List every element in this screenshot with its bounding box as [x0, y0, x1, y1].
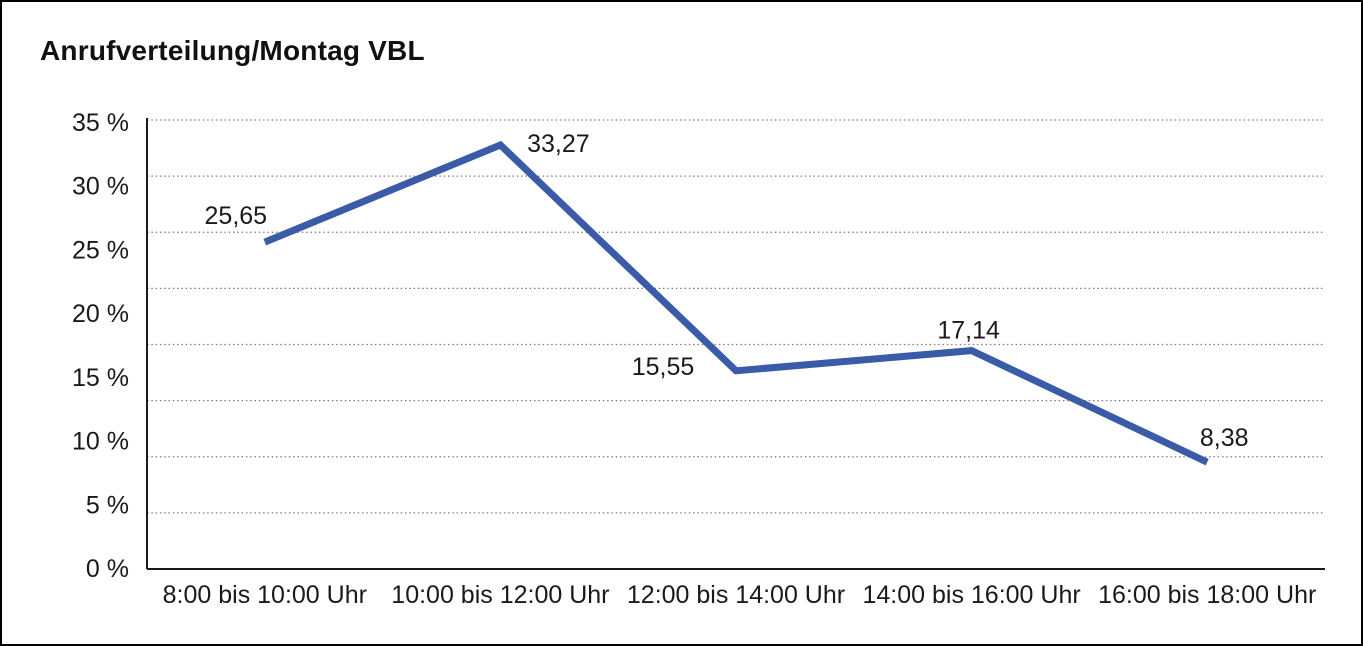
y-tick-label: 20 %: [72, 300, 129, 328]
x-tick-label: 12:00 bis 14:00 Uhr: [627, 581, 845, 609]
data-label: 17,14: [937, 317, 1000, 345]
data-label: 25,65: [205, 202, 268, 230]
y-tick-label: 25 %: [72, 236, 129, 264]
y-tick-label: 15 %: [72, 364, 129, 392]
y-tick-label: 5 %: [86, 491, 129, 519]
data-label: 8,38: [1200, 424, 1249, 452]
y-tick-label: 0 %: [86, 555, 129, 583]
x-tick-label: 16:00 bis 18:00 Uhr: [1098, 581, 1316, 609]
y-tick-label: 10 %: [72, 428, 129, 456]
chart-title: Anrufverteilung/Montag VBL: [40, 35, 425, 66]
y-tick-label: 35 %: [72, 109, 129, 137]
y-tick-label: 30 %: [72, 173, 129, 201]
data-label: 33,27: [527, 130, 590, 158]
x-tick-label: 14:00 bis 16:00 Uhr: [862, 581, 1080, 609]
x-tick-label: 8:00 bis 10:00 Uhr: [163, 581, 367, 609]
x-tick-label: 10:00 bis 12:00 Uhr: [391, 581, 609, 609]
series-line: [263, 140, 1209, 466]
data-label: 15,55: [632, 353, 695, 381]
